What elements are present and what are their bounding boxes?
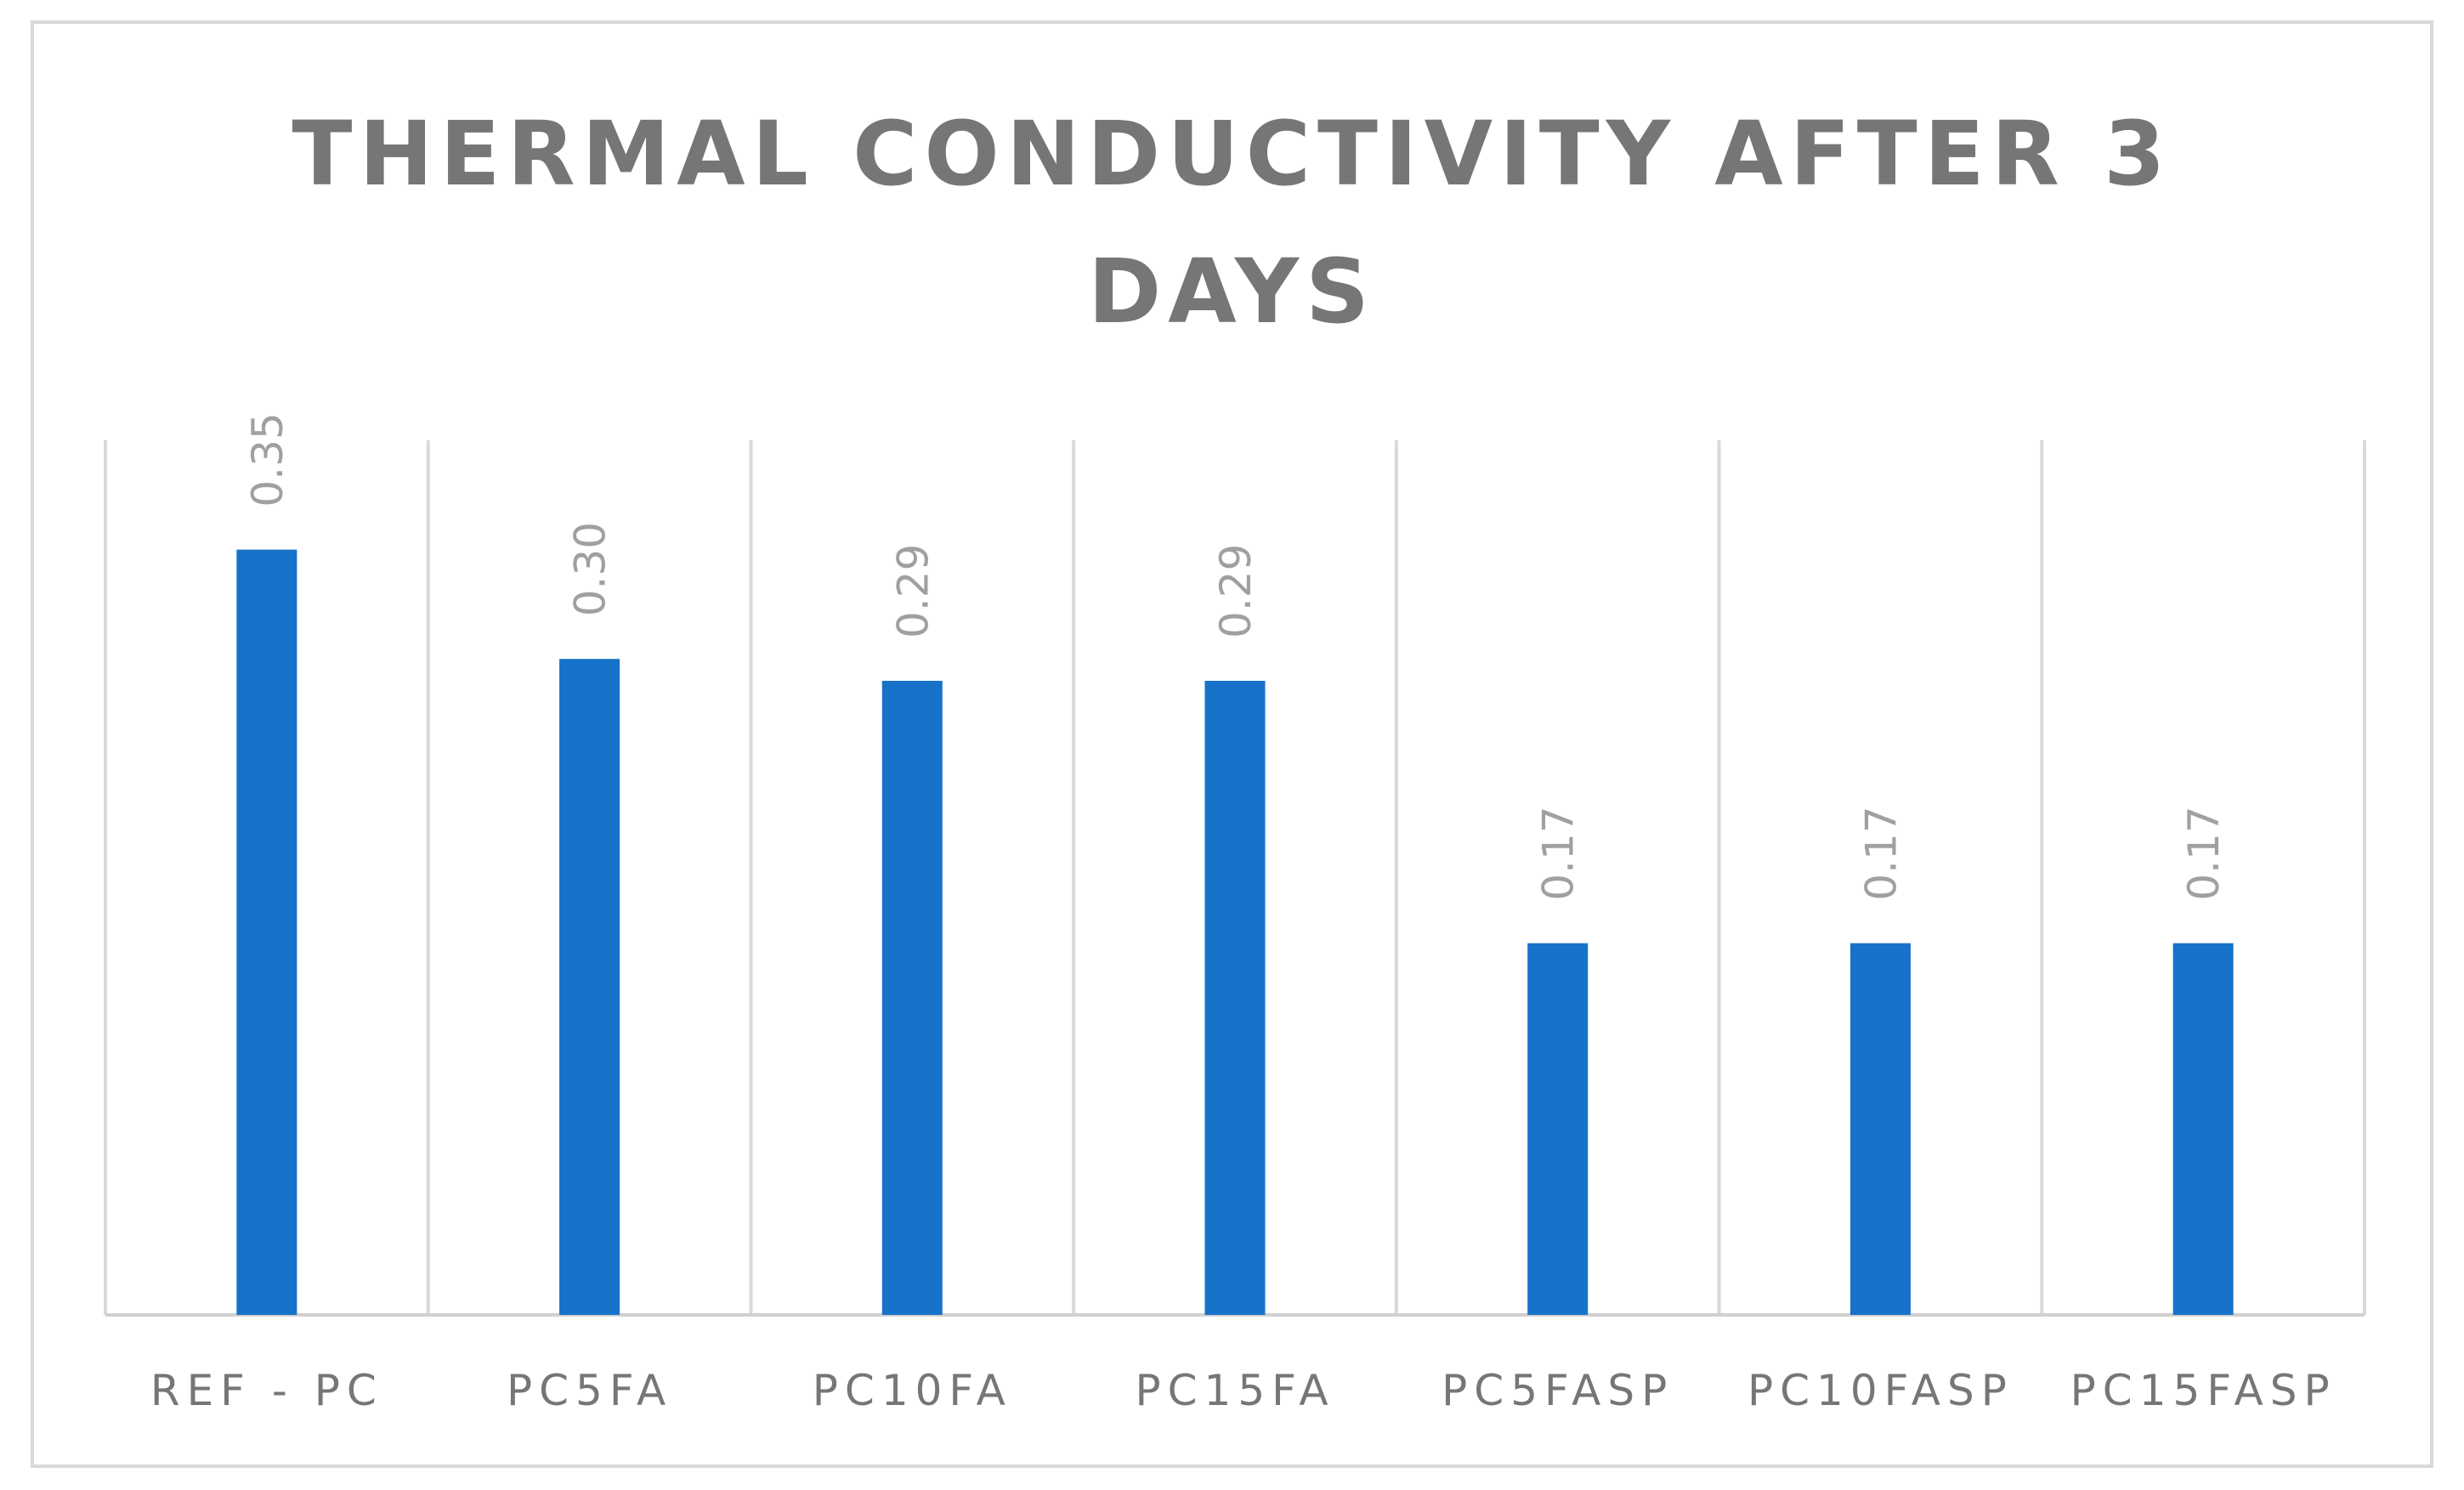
- category-label: PC10FASP: [1747, 1366, 2014, 1415]
- category-label: PC15FASP: [2070, 1366, 2337, 1415]
- chart-title: THERMAL CONDUCTIVITY AFTER 3 DAYS: [0, 85, 2464, 360]
- data-label: 0.17: [1856, 806, 1906, 900]
- data-label: 0.30: [566, 522, 615, 616]
- bar: [559, 659, 620, 1315]
- bars: [236, 549, 2234, 1315]
- category-label: PC15FA: [1135, 1366, 1334, 1415]
- bar: [2172, 943, 2234, 1315]
- data-label: 0.35: [243, 412, 292, 507]
- data-label: 0.17: [1534, 806, 1583, 900]
- category-label: PC10FA: [813, 1366, 1012, 1415]
- bar: [881, 680, 943, 1315]
- category-label: PC5FA: [507, 1366, 672, 1415]
- data-label: 0.17: [2179, 806, 2229, 900]
- data-labels: 0.35 0.30 0.29 0.29 0.17 0.17 0.17: [243, 412, 2229, 900]
- category-label: REF - PC: [150, 1366, 383, 1415]
- bar: [1204, 680, 1266, 1315]
- bar: [1527, 943, 1589, 1315]
- gridlines: [104, 440, 2366, 1317]
- data-label: 0.29: [1211, 544, 1260, 638]
- bar: [236, 549, 297, 1315]
- chart-title-line-1: THERMAL CONDUCTIVITY AFTER 3: [292, 102, 2172, 206]
- data-label: 0.29: [888, 544, 937, 638]
- category-label: PC5FASP: [1442, 1366, 1674, 1415]
- chart-title-line-2: DAYS: [1087, 240, 1377, 343]
- bar: [1849, 943, 1911, 1315]
- category-labels: REF - PC PC5FA PC10FA PC15FA PC5FASP PC10FASP…: [150, 1366, 2337, 1415]
